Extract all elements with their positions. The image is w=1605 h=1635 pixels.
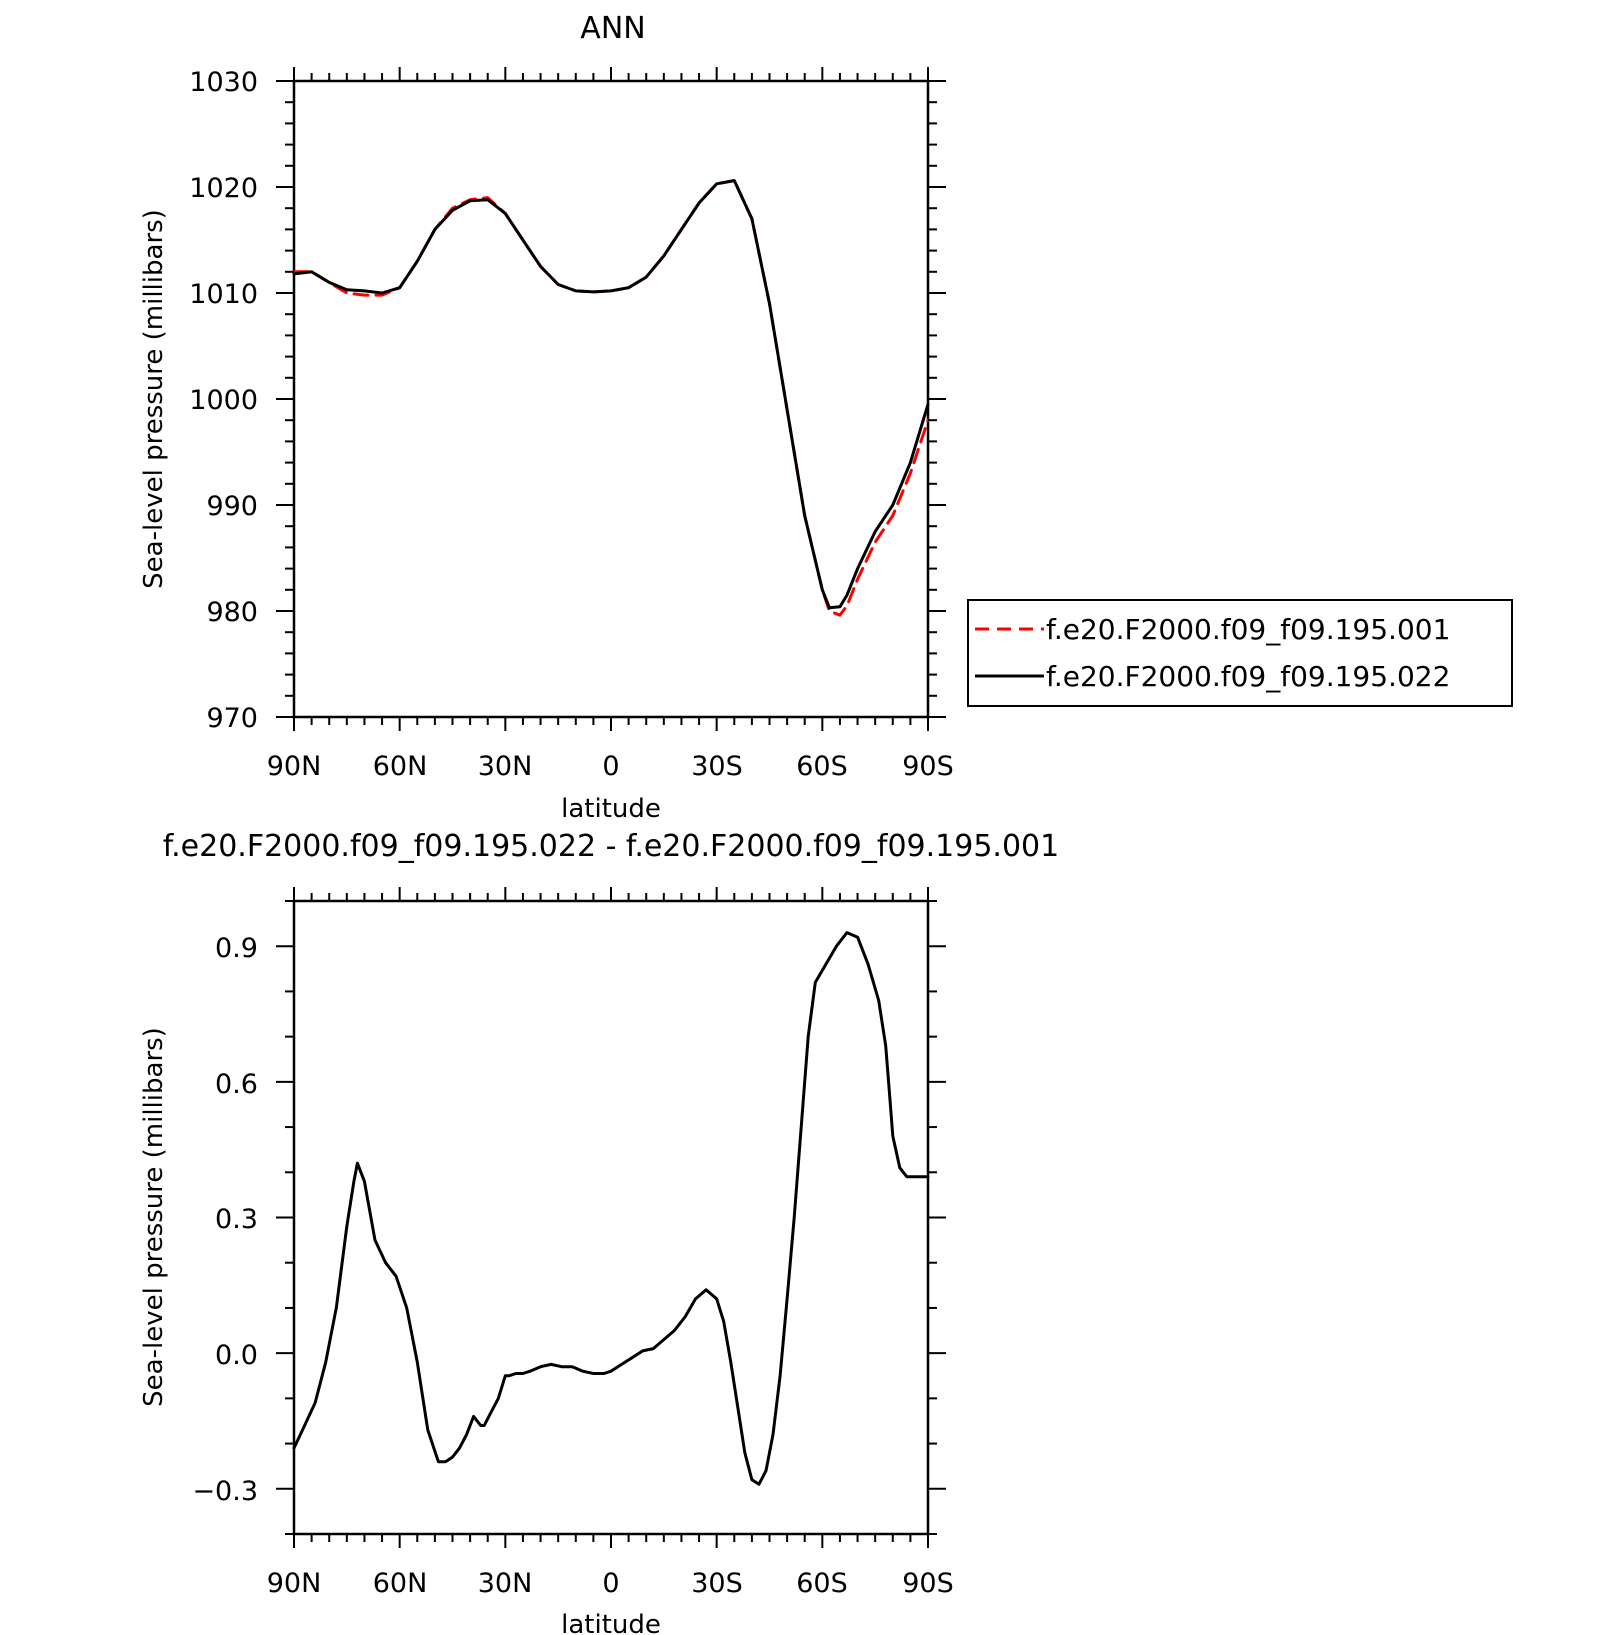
top-y-tick-1010: 1010 <box>189 279 258 310</box>
top-x-tick-60N: 60N <box>373 751 428 782</box>
bottom-y-tick-0.0: 0.0 <box>215 1340 258 1371</box>
top-y-axis-label: Sea-level pressure (millibars) <box>139 209 169 589</box>
bottom-plot-area <box>292 899 930 1536</box>
bottom-y-axis-label: Sea-level pressure (millibars) <box>139 1027 169 1407</box>
top-x-tick-90S: 90S <box>902 751 954 782</box>
top-y-tick-1000: 1000 <box>189 385 258 416</box>
bottom-axis-ticks <box>276 887 946 1548</box>
top-y-tick-980: 980 <box>206 597 258 628</box>
legend: f.e20.F2000.f09_f09.195.001 f.e20.F2000.… <box>967 599 1513 707</box>
top-y-tick-990: 990 <box>206 491 258 522</box>
top-x-axis-label: latitude <box>561 794 661 824</box>
top-panel: ANN 90N 60N 30N 0 30S 60S 90S 970 980 99… <box>139 11 1513 824</box>
bottom-y-tick-neg0.3: −0.3 <box>192 1476 258 1507</box>
legend-label-series-1: f.e20.F2000.f09_f09.195.001 <box>1046 613 1450 646</box>
series-line-2-1 <box>292 931 930 1486</box>
series-line-1-2 <box>292 179 930 610</box>
top-plot-area <box>292 79 930 719</box>
bottom-x-tick-60N: 60N <box>373 1568 428 1599</box>
top-axis-ticks <box>276 67 946 731</box>
bottom-x-tick-60S: 60S <box>796 1568 848 1599</box>
top-y-tick-970: 970 <box>206 703 258 734</box>
top-x-tick-90N: 90N <box>267 751 322 782</box>
top-x-tick-30S: 30S <box>691 751 743 782</box>
legend-box <box>967 599 1513 707</box>
top-plot-frame <box>292 79 930 719</box>
bottom-chart-title: f.e20.F2000.f09_f09.195.022 - f.e20.F200… <box>163 829 1059 864</box>
bottom-x-tick-30S: 30S <box>691 1568 743 1599</box>
bottom-y-tick-0.3: 0.3 <box>215 1204 258 1235</box>
top-x-tick-0: 0 <box>602 751 619 782</box>
bottom-plot-frame <box>292 899 930 1536</box>
bottom-panel: f.e20.F2000.f09_f09.195.022 - f.e20.F200… <box>139 829 1059 1635</box>
bottom-y-tick-0.6: 0.6 <box>215 1069 258 1100</box>
top-y-tick-1030: 1030 <box>189 67 258 98</box>
bottom-x-tick-90N: 90N <box>267 1568 322 1599</box>
bottom-x-tick-90S: 90S <box>902 1568 954 1599</box>
top-x-tick-30N: 30N <box>478 751 533 782</box>
bottom-x-tick-0: 0 <box>602 1568 619 1599</box>
series-line-1-1 <box>292 179 930 617</box>
legend-label-series-2: f.e20.F2000.f09_f09.195.022 <box>1046 660 1450 693</box>
bottom-y-tick-0.9: 0.9 <box>215 933 258 964</box>
top-x-tick-60S: 60S <box>796 751 848 782</box>
bottom-x-axis-label: latitude <box>561 1610 661 1635</box>
top-chart-title: ANN <box>580 11 645 46</box>
top-y-tick-1020: 1020 <box>189 173 258 204</box>
bottom-x-tick-30N: 30N <box>478 1568 533 1599</box>
